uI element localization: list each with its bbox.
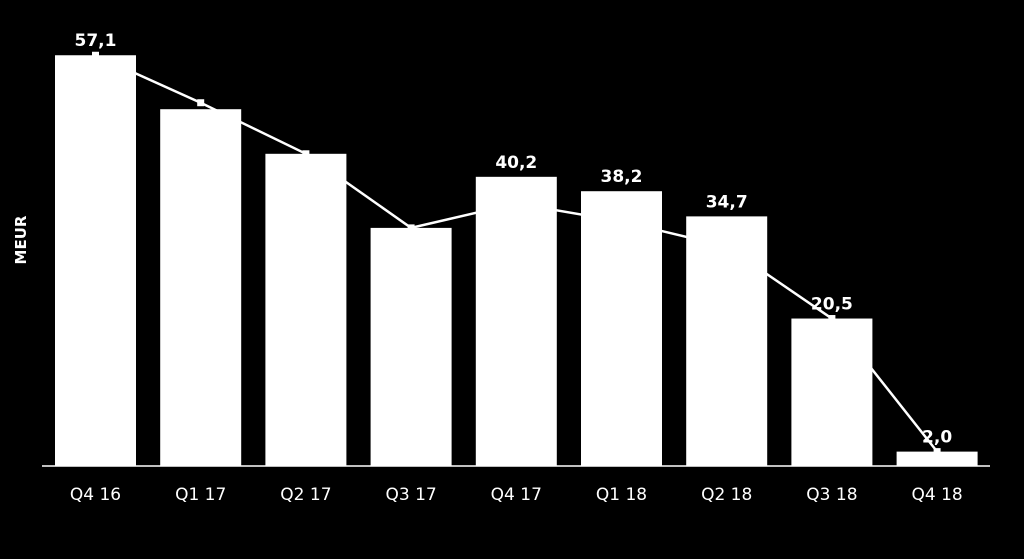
x-tick-label: Q4 17 xyxy=(491,485,542,505)
line-point xyxy=(92,51,99,59)
data-label: 38,2 xyxy=(601,167,643,187)
x-tick-label: Q4 16 xyxy=(70,485,121,505)
data-label: 57,1 xyxy=(75,31,117,51)
line-point xyxy=(933,448,941,456)
x-tick-label: Q1 18 xyxy=(596,485,647,505)
bar-q4-18 xyxy=(896,451,978,466)
y-axis-label: MEUR xyxy=(12,215,30,264)
bar-q2-18 xyxy=(686,216,768,466)
x-tick-label: Q3 17 xyxy=(385,485,436,505)
data-label: 2,0 xyxy=(922,428,952,448)
data-label: 20,5 xyxy=(811,295,853,315)
bar-q3-18 xyxy=(791,318,873,466)
line-point xyxy=(828,315,836,323)
x-tick-label: Q4 18 xyxy=(911,485,962,505)
bar-q3-17 xyxy=(370,227,452,466)
line-point xyxy=(197,99,205,107)
data-label: 34,7 xyxy=(706,192,748,212)
data-label: 40,2 xyxy=(495,153,537,173)
line-point xyxy=(407,224,415,232)
line-point xyxy=(512,199,520,207)
bar-q4-16 xyxy=(55,55,136,467)
line-point xyxy=(723,243,731,251)
x-tick-label: Q3 18 xyxy=(806,485,857,505)
line-point xyxy=(302,150,310,158)
x-tick-label: Q1 17 xyxy=(175,485,226,505)
bar-q4-17 xyxy=(475,176,557,467)
x-tick-label: Q2 17 xyxy=(280,485,331,505)
x-tick-label: Q2 18 xyxy=(701,485,752,505)
line-point xyxy=(618,217,625,225)
bar-q1-18 xyxy=(581,191,662,466)
bar-q2-17 xyxy=(265,153,347,467)
bar-q1-17 xyxy=(160,109,242,466)
